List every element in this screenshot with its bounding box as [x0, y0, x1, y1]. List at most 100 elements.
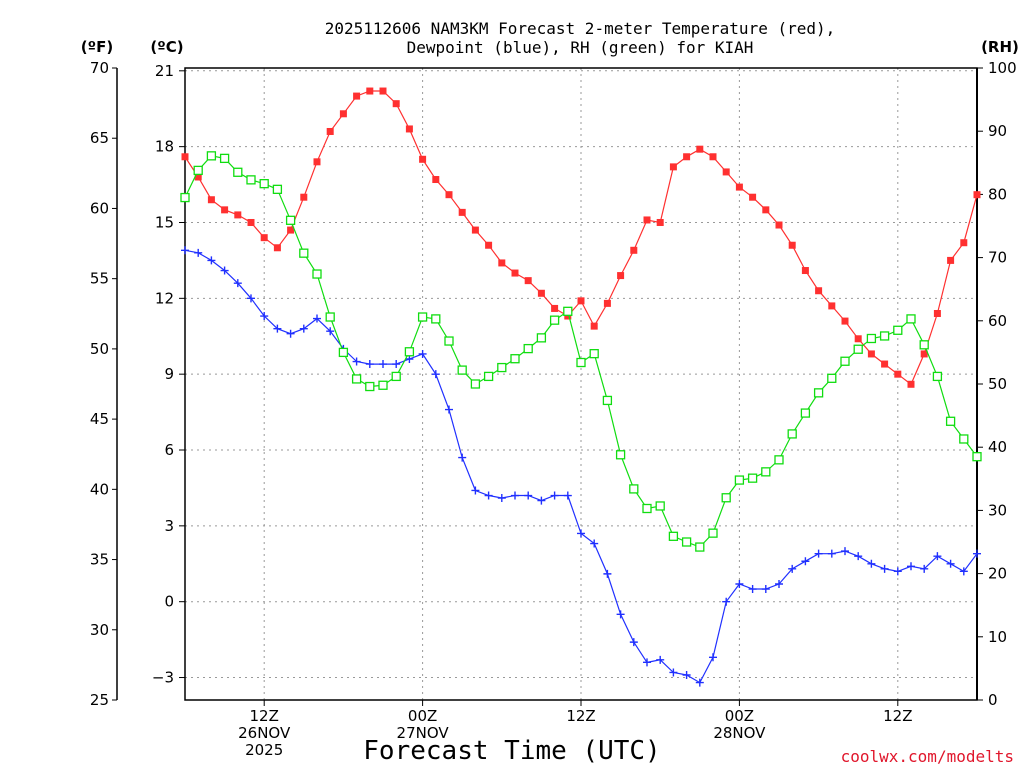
temperature-point	[722, 168, 730, 176]
x-tick-label: 00Z	[725, 707, 754, 725]
rh-point	[840, 356, 850, 366]
dewpoint-point	[709, 653, 717, 662]
rh-point	[378, 380, 388, 390]
dewpoint-point	[643, 658, 651, 667]
rh-point	[431, 314, 441, 324]
temperature-point	[920, 350, 928, 358]
x-tick-label: 28NOV	[713, 724, 766, 742]
dewpoint-point	[418, 349, 427, 358]
celsius-tick-label: 21	[155, 62, 174, 80]
dewpoint-point	[827, 549, 836, 558]
temperature-point	[907, 380, 915, 388]
rh-tick-label: 90	[988, 122, 1007, 140]
rh-point	[206, 151, 217, 161]
chart-title-line1: 2025112606 NAM3KM Forecast 2-meter Tempe…	[325, 19, 836, 38]
dewpoint-point	[788, 564, 797, 573]
temperature-point	[551, 304, 559, 312]
dewpoint-point	[616, 610, 625, 619]
temperature-point	[749, 193, 757, 201]
rh-point	[972, 452, 982, 462]
series-layer	[180, 87, 982, 687]
temperature-point	[445, 191, 453, 199]
dewpoint-series	[181, 246, 981, 687]
temperature-point	[656, 218, 664, 226]
temperature-point	[207, 196, 215, 204]
grid-layer	[185, 68, 977, 700]
temperature-point	[194, 173, 202, 181]
dewpoint-point	[247, 294, 255, 303]
dewpoint-point	[431, 370, 440, 379]
temperature-point	[947, 256, 955, 264]
temperature-point	[762, 206, 770, 214]
x-axis-label: Forecast Time (UTC)	[363, 736, 660, 766]
rh-point	[365, 381, 375, 392]
dewpoint-point	[801, 557, 810, 566]
temperature-series	[181, 87, 981, 388]
dewpoint-point	[907, 562, 915, 571]
fahrenheit-tick-label: 50	[90, 340, 109, 358]
temperature-point	[221, 206, 229, 214]
rh-point	[853, 344, 863, 354]
temperature-point	[630, 246, 638, 254]
rh-point	[932, 371, 943, 382]
rh-point	[879, 331, 890, 341]
dewpoint-point	[313, 314, 321, 323]
dewpoint-point	[511, 491, 519, 500]
rh-point	[576, 357, 586, 368]
rh-point	[233, 167, 243, 177]
dewpoint-point	[669, 668, 678, 677]
rh-point	[959, 434, 969, 444]
rh-point	[549, 315, 560, 325]
temperature-point	[894, 370, 902, 378]
dewpoint-point	[326, 327, 335, 336]
temperature-point	[353, 92, 361, 100]
chart-title-line2: Dewpoint (blue), RH (green) for KIAH	[407, 38, 754, 57]
dewpoint-point	[365, 360, 374, 369]
dewpoint-point	[379, 360, 387, 369]
rh-point	[312, 269, 322, 279]
temperature-point	[841, 317, 849, 325]
plot-frame	[184, 67, 978, 701]
fahrenheit-tick-label: 35	[90, 551, 109, 569]
temperature-point	[511, 269, 519, 277]
dewpoint-point	[260, 312, 269, 321]
temperature-point	[603, 299, 611, 307]
temperature-point	[471, 226, 479, 234]
dewpoint-point	[471, 486, 480, 495]
rh-tick-label: 20	[988, 565, 1007, 583]
rh-point	[285, 215, 296, 225]
rh-point	[536, 333, 547, 343]
dewpoint-point	[867, 559, 876, 568]
rh-point	[866, 333, 877, 344]
credit-text: coolwx.com/modelts	[841, 747, 1014, 766]
temperature-point	[564, 312, 572, 320]
dewpoint-point	[181, 246, 189, 255]
rh-point	[602, 395, 613, 406]
temperature-point	[867, 350, 875, 358]
rh-point	[747, 473, 758, 483]
dewpoint-point	[286, 329, 295, 338]
rh-point	[695, 542, 705, 552]
rh-point	[774, 455, 784, 465]
dewpoint-point	[893, 567, 902, 576]
temperature-point	[498, 259, 506, 267]
celsius-tick-label: 6	[164, 441, 174, 459]
temperature-point	[973, 191, 981, 199]
rh-point	[893, 325, 903, 335]
rh-tick-label: 10	[988, 628, 1007, 646]
rh-point	[655, 501, 665, 511]
dewpoint-point	[946, 559, 955, 568]
rh-point	[417, 312, 428, 322]
temperature-point	[669, 163, 677, 171]
dewpoint-point	[841, 547, 849, 556]
temperature-point	[643, 216, 651, 224]
dewpoint-point	[735, 579, 744, 588]
rh-point	[457, 365, 467, 375]
temperature-point	[696, 145, 704, 153]
temperature-point	[788, 241, 796, 249]
temperature-point	[366, 87, 374, 95]
dewpoint-point	[590, 539, 599, 548]
dewpoint-point	[194, 248, 203, 257]
rh-tick-label: 30	[988, 501, 1007, 519]
rh-point	[800, 408, 811, 418]
